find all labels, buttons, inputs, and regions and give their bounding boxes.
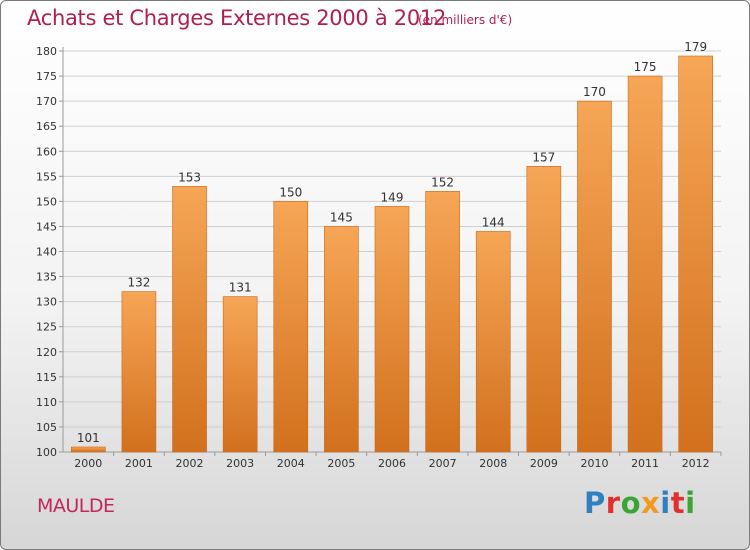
y-tick-label: 125 — [36, 321, 57, 334]
y-tick-label: 180 — [36, 45, 57, 58]
x-tick-label: 2007 — [429, 457, 457, 470]
bar — [71, 446, 106, 453]
proxiti-logo[interactable]: Proxiti — [584, 486, 696, 520]
bar — [222, 296, 258, 453]
x-tick-label: 2001 — [125, 457, 153, 470]
y-tick-label: 110 — [36, 396, 57, 409]
bar-value-label: 153 — [178, 170, 201, 184]
logo-letter: P — [584, 486, 606, 520]
y-tick-label: 130 — [36, 296, 57, 309]
y-tick-label: 175 — [36, 70, 57, 83]
x-tick-label: 2003 — [226, 457, 254, 470]
logo-letter: x — [641, 486, 661, 520]
bar — [121, 291, 157, 453]
x-tick-label: 2008 — [479, 457, 507, 470]
bars — [71, 55, 713, 453]
bar — [374, 206, 410, 453]
y-tick-label: 150 — [36, 195, 57, 208]
y-tick-label: 120 — [36, 346, 57, 359]
bar-value-label: 150 — [279, 185, 302, 199]
bar — [425, 191, 460, 453]
bar — [627, 75, 663, 453]
logo-letter: i — [685, 486, 696, 520]
y-tick-label: 115 — [36, 371, 57, 384]
bar — [475, 231, 511, 453]
logo-letter: r — [605, 486, 621, 520]
x-tick-label: 2002 — [176, 457, 204, 470]
bar-value-label: 101 — [77, 431, 100, 445]
bar-value-label: 152 — [431, 175, 454, 189]
bar-value-label: 149 — [381, 190, 404, 204]
x-tick-label: 2004 — [277, 457, 305, 470]
bar-value-label: 157 — [532, 150, 555, 164]
x-tick-label: 2009 — [530, 457, 558, 470]
bar-value-label: 131 — [229, 281, 252, 295]
x-tick-label: 2011 — [631, 457, 659, 470]
bar-value-label: 144 — [482, 215, 505, 229]
bar-value-label: 170 — [583, 85, 606, 99]
bar-value-label: 145 — [330, 210, 353, 224]
y-tick-label: 140 — [36, 246, 57, 259]
y-tick-label: 165 — [36, 120, 57, 133]
y-tick-label: 105 — [36, 421, 57, 434]
y-tick-label: 160 — [36, 145, 57, 158]
bar — [172, 186, 207, 453]
y-tick-label: 145 — [36, 220, 57, 233]
bar-value-label: 175 — [634, 60, 657, 74]
x-tick-label: 2005 — [327, 457, 355, 470]
x-tick-label: 2006 — [378, 457, 406, 470]
x-tick-label: 2012 — [682, 457, 710, 470]
bar — [526, 165, 562, 453]
bar — [324, 226, 359, 453]
y-tick-label: 170 — [36, 95, 57, 108]
logo-letter: o — [620, 486, 642, 520]
y-tick-label: 155 — [36, 170, 57, 183]
bar-value-label: 179 — [684, 40, 707, 54]
bar — [577, 100, 612, 453]
bar — [273, 201, 309, 453]
logo-letter: t — [670, 486, 686, 520]
labels: 100 105 110 115 120 125 130 135 140 145 150 155 160 1… — [36, 40, 710, 470]
x-tick-label: 2010 — [580, 457, 608, 470]
y-tick-label: 100 — [36, 446, 57, 459]
commune-name: MAULDE — [37, 495, 115, 517]
chart-subtitle: (en milliers d'€) — [418, 13, 513, 27]
logo-letter: i — [660, 486, 671, 520]
chart-title: Achats et Charges Externes 2000 à 2012 — [27, 6, 447, 30]
x-tick-label: 2000 — [74, 457, 102, 470]
bar-value-label: 132 — [127, 276, 150, 290]
bar — [678, 55, 713, 453]
y-tick-label: 135 — [36, 271, 57, 284]
